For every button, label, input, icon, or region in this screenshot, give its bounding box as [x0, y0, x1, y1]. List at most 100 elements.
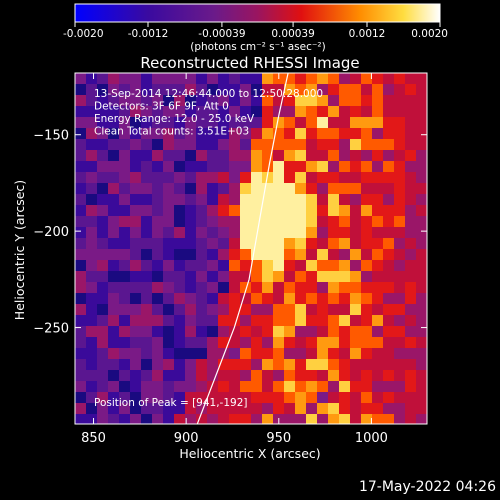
colorbar-gradient: [74, 3, 441, 23]
heatmap-cell: [273, 392, 284, 403]
heatmap-cell: [75, 73, 86, 84]
heatmap-cell: [273, 106, 284, 117]
heatmap-cell: [240, 282, 251, 293]
heatmap-cell: [251, 194, 262, 205]
heatmap-cell: [86, 304, 97, 315]
heatmap-cell: [251, 238, 262, 249]
heatmap-cell: [416, 117, 427, 128]
heatmap-cell: [141, 95, 152, 106]
heatmap-cell: [185, 282, 196, 293]
heatmap-cell: [394, 150, 405, 161]
heatmap-cell: [174, 381, 185, 392]
heatmap-cell: [108, 249, 119, 260]
heatmap-cell: [86, 348, 97, 359]
heatmap-cell: [306, 271, 317, 282]
heatmap-cell: [130, 315, 141, 326]
heatmap-cell: [405, 315, 416, 326]
heatmap-cell: [372, 337, 383, 348]
heatmap-cell: [141, 216, 152, 227]
heatmap-cell: [295, 172, 306, 183]
heatmap-cell: [108, 238, 119, 249]
heatmap-cell: [284, 128, 295, 139]
heatmap-cell: [372, 414, 383, 424]
heatmap-cell: [119, 194, 130, 205]
heatmap-cell: [339, 348, 350, 359]
heatmap-cell: [383, 337, 394, 348]
heatmap-cell: [306, 381, 317, 392]
heatmap-cell: [383, 84, 394, 95]
heatmap-cell: [372, 183, 383, 194]
heatmap-cell: [361, 183, 372, 194]
heatmap-cell: [75, 106, 86, 117]
heatmap-cell: [240, 414, 251, 424]
heatmap-cell: [75, 194, 86, 205]
heatmap-cell: [273, 337, 284, 348]
heatmap-cell: [339, 381, 350, 392]
heatmap-cell: [262, 95, 273, 106]
heatmap-cell: [361, 150, 372, 161]
heatmap-cell: [383, 194, 394, 205]
heatmap-cell: [207, 117, 218, 128]
heatmap-cell: [328, 139, 339, 150]
heatmap-cell: [108, 216, 119, 227]
heatmap-cell: [295, 326, 306, 337]
heatmap-cell: [207, 370, 218, 381]
heatmap-cell: [163, 139, 174, 150]
heatmap-cell: [229, 205, 240, 216]
heatmap-cell: [295, 414, 306, 424]
heatmap-cell: [229, 172, 240, 183]
heatmap-cell: [163, 293, 174, 304]
heatmap-cell: [185, 227, 196, 238]
heatmap-cell: [207, 348, 218, 359]
colorbar-tick-label: -0.0020: [63, 28, 104, 40]
heatmap-cell: [75, 326, 86, 337]
heatmap-cell: [273, 216, 284, 227]
heatmap-cell: [394, 260, 405, 271]
heatmap-cell: [394, 271, 405, 282]
heatmap-cell: [284, 326, 295, 337]
heatmap-cell: [372, 315, 383, 326]
x-tick-label: 850: [81, 431, 106, 446]
heatmap-cell: [174, 315, 185, 326]
heatmap-cell: [86, 337, 97, 348]
heatmap-cell: [196, 150, 207, 161]
heatmap-cell: [372, 249, 383, 260]
heatmap-cell: [196, 392, 207, 403]
heatmap-cell: [185, 392, 196, 403]
heatmap-cell: [141, 370, 152, 381]
heatmap-cell: [284, 238, 295, 249]
heatmap-cell: [196, 128, 207, 139]
heatmap-cell: [163, 260, 174, 271]
heatmap-cell: [152, 337, 163, 348]
heatmap-cell: [185, 216, 196, 227]
heatmap-cell: [75, 359, 86, 370]
heatmap-cell: [306, 293, 317, 304]
heatmap-cell: [196, 161, 207, 172]
heatmap-cell: [361, 95, 372, 106]
heatmap-cell: [405, 106, 416, 117]
heatmap-cell: [240, 359, 251, 370]
heatmap-cell: [394, 216, 405, 227]
heatmap-cell: [317, 293, 328, 304]
heatmap-cell: [284, 73, 295, 84]
heatmap-cell: [251, 139, 262, 150]
heatmap-cell: [185, 326, 196, 337]
heatmap-cell: [240, 370, 251, 381]
heatmap-cell: [361, 249, 372, 260]
heatmap-cell: [119, 139, 130, 150]
heatmap-cell: [394, 348, 405, 359]
heatmap-cell: [130, 381, 141, 392]
heatmap-cell: [350, 381, 361, 392]
heatmap-cell: [394, 139, 405, 150]
heatmap-cell: [361, 392, 372, 403]
heatmap-cell: [306, 139, 317, 150]
heatmap-cell: [372, 73, 383, 84]
heatmap-cell: [405, 249, 416, 260]
heatmap-cell: [339, 282, 350, 293]
heatmap-cell: [75, 282, 86, 293]
heatmap-cell: [317, 238, 328, 249]
heatmap-cell: [207, 216, 218, 227]
heatmap-cell: [229, 315, 240, 326]
heatmap-cell: [130, 73, 141, 84]
heatmap-cell: [75, 381, 86, 392]
